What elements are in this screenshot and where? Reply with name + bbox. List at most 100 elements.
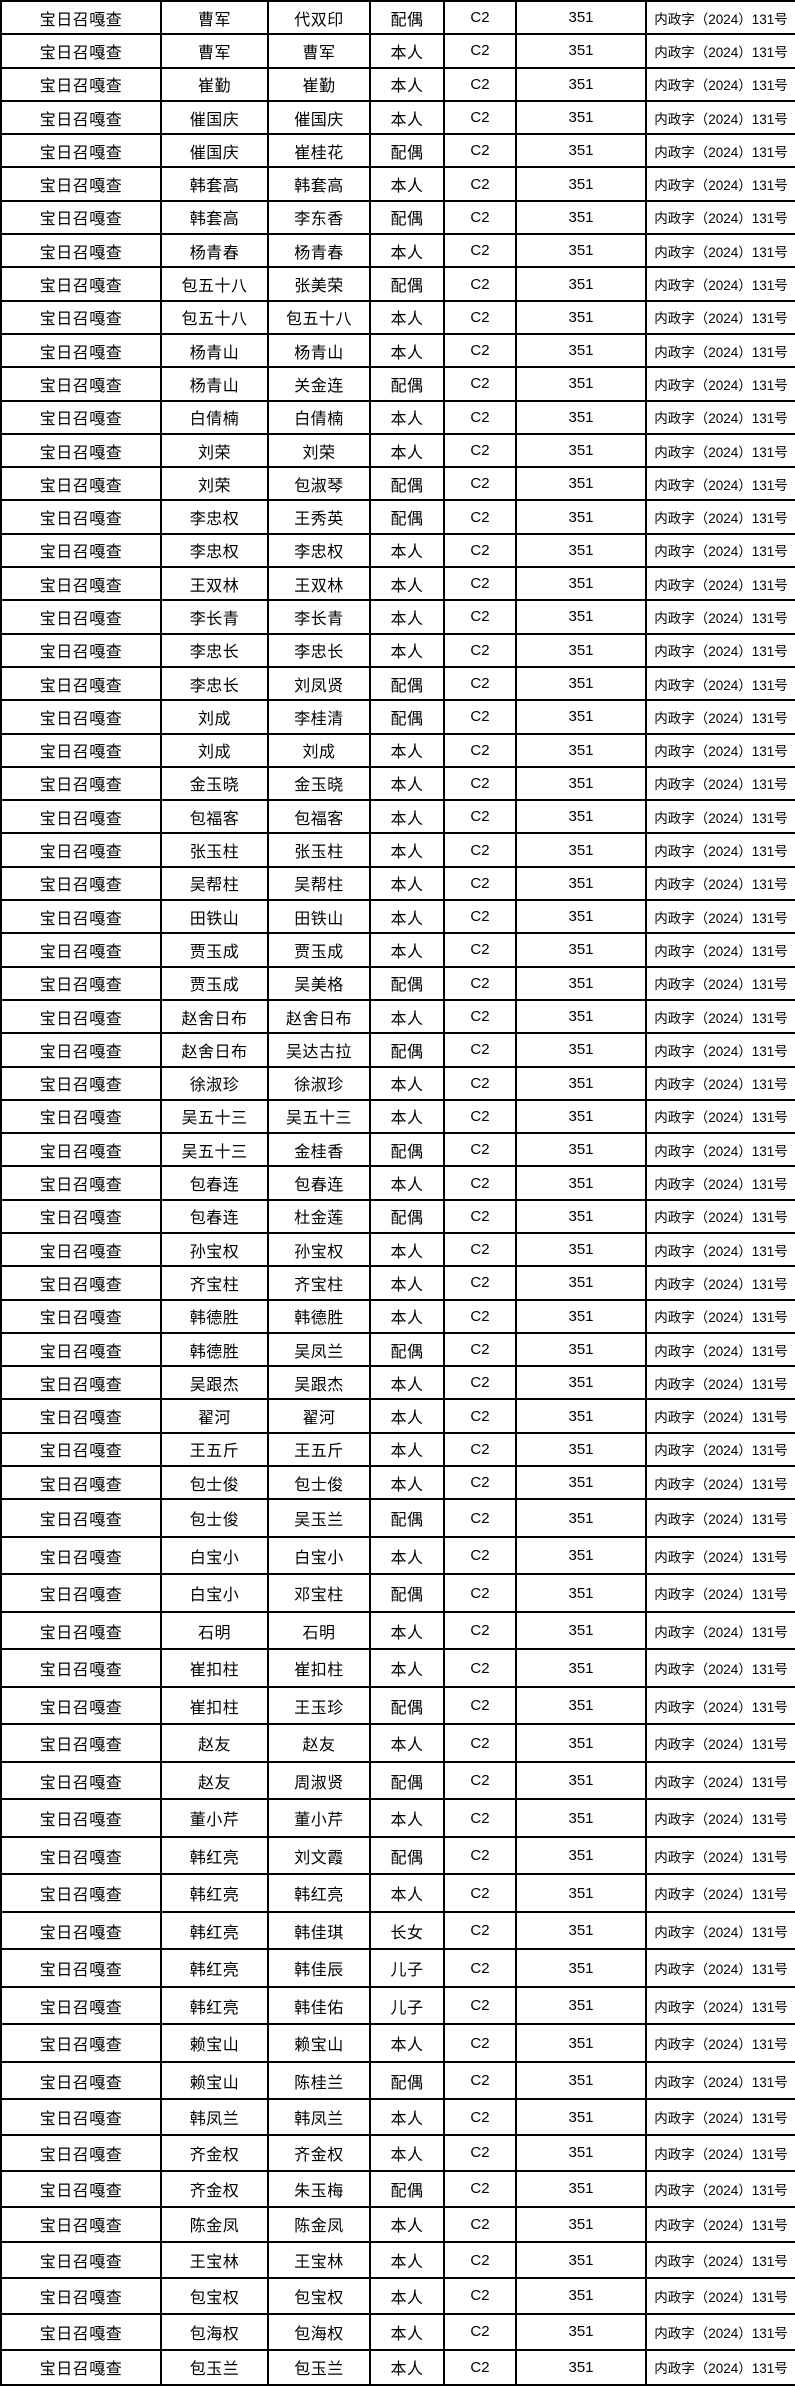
cell-village: 宝日召嘎查 xyxy=(0,1198,162,1234)
cell-standard: 351 xyxy=(515,1648,647,1688)
table-row: 宝日召嘎查 吴五十三 金桂香 配偶 C2 351 内政字（2024）131号 xyxy=(0,1132,795,1168)
cell-document: 内政字（2024）131号 xyxy=(645,2134,795,2172)
cell-holder: 韩红亮 xyxy=(160,1948,269,1988)
table-row: 宝日召嘎查 包玉兰 包玉兰 本人 C2 351 内政字（2024）131号 xyxy=(0,2348,795,2386)
cell-holder: 曹军 xyxy=(160,0,269,36)
cell-relation: 本人 xyxy=(369,1265,445,1301)
table-row: 宝日召嘎查 白宝小 邓宝柱 配偶 C2 351 内政字（2024）131号 xyxy=(0,1573,795,1613)
cell-village: 宝日召嘎查 xyxy=(0,1498,162,1538)
cell-village: 宝日召嘎查 xyxy=(0,2277,162,2315)
cell-relation: 配偶 xyxy=(369,466,445,502)
cell-holder: 张玉柱 xyxy=(160,832,269,868)
cell-document: 内政字（2024）131号 xyxy=(645,832,795,868)
cell-village: 宝日召嘎查 xyxy=(0,1398,162,1434)
table-row: 宝日召嘎查 杨青山 关金连 配偶 C2 351 内政字（2024）131号 xyxy=(0,366,795,402)
cell-holder: 包五十八 xyxy=(160,299,269,335)
cell-member: 白宝小 xyxy=(267,1535,371,1576)
cell-relation: 本人 xyxy=(369,832,445,868)
cell-relation: 配偶 xyxy=(369,2169,445,2208)
cell-category: C2 xyxy=(443,133,517,169)
cell-holder: 董小芹 xyxy=(160,1798,269,1838)
table-row: 宝日召嘎查 孙宝权 孙宝权 本人 C2 351 内政字（2024）131号 xyxy=(0,1231,795,1268)
table-row: 宝日召嘎查 王五斤 王五斤 本人 C2 351 内政字（2024）131号 xyxy=(0,1431,795,1468)
cell-standard: 351 xyxy=(515,1198,647,1234)
cell-category: C2 xyxy=(443,699,517,735)
cell-relation: 本人 xyxy=(369,166,445,202)
cell-village: 宝日召嘎查 xyxy=(0,1948,162,1988)
cell-category: C2 xyxy=(443,1298,517,1334)
cell-document: 内政字（2024）131号 xyxy=(645,1331,795,1368)
cell-document: 内政字（2024）131号 xyxy=(645,799,795,835)
cell-category: C2 xyxy=(443,1331,517,1368)
table-row: 宝日召嘎查 贾玉成 贾玉成 本人 C2 351 内政字（2024）131号 xyxy=(0,932,795,968)
cell-relation: 本人 xyxy=(369,2241,445,2280)
cell-relation: 本人 xyxy=(369,599,445,635)
cell-holder: 崔扣柱 xyxy=(160,1648,269,1688)
cell-village: 宝日召嘎查 xyxy=(0,765,162,802)
cell-document: 内政字（2024）131号 xyxy=(645,732,795,768)
cell-relation: 配偶 xyxy=(369,1132,445,1168)
cell-document: 内政字（2024）131号 xyxy=(645,432,795,469)
cell-standard: 351 xyxy=(515,66,647,102)
cell-holder: 贾玉成 xyxy=(160,965,269,1001)
cell-holder: 杨青山 xyxy=(160,366,269,402)
cell-holder: 李忠权 xyxy=(160,499,269,535)
cell-member: 赵舍日布 xyxy=(267,998,371,1035)
cell-member: 韩佳辰 xyxy=(267,1948,371,1988)
cell-relation: 本人 xyxy=(369,532,445,569)
cell-category: C2 xyxy=(443,1723,517,1763)
table-row: 宝日召嘎查 赵友 赵友 本人 C2 351 内政字（2024）131号 xyxy=(0,1723,795,1763)
table-row: 宝日召嘎查 赵舍日布 赵舍日布 本人 C2 351 内政字（2024）131号 xyxy=(0,998,795,1035)
cell-relation: 本人 xyxy=(369,1298,445,1334)
cell-relation: 本人 xyxy=(369,1431,445,1468)
table-row: 宝日召嘎查 韩套高 李东香 配偶 C2 351 内政字（2024）131号 xyxy=(0,199,795,236)
cell-holder: 刘成 xyxy=(160,699,269,735)
cell-category: C2 xyxy=(443,832,517,868)
cell-village: 宝日召嘎查 xyxy=(0,932,162,968)
table-row: 宝日召嘎查 韩红亮 韩佳辰 儿子 C2 351 内政字（2024）131号 xyxy=(0,1948,795,1988)
cell-document: 内政字（2024）131号 xyxy=(645,665,795,702)
table-row: 宝日召嘎查 白宝小 白宝小 本人 C2 351 内政字（2024）131号 xyxy=(0,1535,795,1576)
cell-member: 王玉珍 xyxy=(267,1685,371,1726)
cell-category: C2 xyxy=(443,1065,517,1101)
cell-member: 包宝权 xyxy=(267,2277,371,2315)
table-row: 宝日召嘎查 韩套高 韩套高 本人 C2 351 内政字（2024）131号 xyxy=(0,166,795,202)
cell-village: 宝日召嘎查 xyxy=(0,566,162,602)
cell-document: 内政字（2024）131号 xyxy=(645,1098,795,1135)
cell-village: 宝日召嘎查 xyxy=(0,832,162,868)
cell-document: 内政字（2024）131号 xyxy=(645,2169,795,2208)
cell-document: 内政字（2024）131号 xyxy=(645,1431,795,1468)
cell-relation: 配偶 xyxy=(369,199,445,236)
cell-member: 徐淑珍 xyxy=(267,1065,371,1101)
cell-category: C2 xyxy=(443,2277,517,2315)
cell-holder: 齐金权 xyxy=(160,2134,269,2172)
cell-member: 翟河 xyxy=(267,1398,371,1434)
cell-holder: 赖宝山 xyxy=(160,2023,269,2063)
table-row: 宝日召嘎查 董小芹 董小芹 本人 C2 351 内政字（2024）131号 xyxy=(0,1798,795,1838)
cell-village: 宝日召嘎查 xyxy=(0,2205,162,2244)
table-row: 宝日召嘎查 赵友 周淑贤 配偶 C2 351 内政字（2024）131号 xyxy=(0,1760,795,1801)
cell-member: 韩佳佑 xyxy=(267,1985,371,2026)
cell-relation: 配偶 xyxy=(369,133,445,169)
cell-category: C2 xyxy=(443,1573,517,1613)
cell-standard: 351 xyxy=(515,1873,647,1913)
table-row: 宝日召嘎查 杨青春 杨青春 本人 C2 351 内政字（2024）131号 xyxy=(0,233,795,269)
table-row: 宝日召嘎查 王双林 王双林 本人 C2 351 内政字（2024）131号 xyxy=(0,566,795,602)
cell-category: C2 xyxy=(443,1231,517,1268)
cell-village: 宝日召嘎查 xyxy=(0,965,162,1001)
cell-category: C2 xyxy=(443,2169,517,2208)
cell-holder: 韩套高 xyxy=(160,199,269,236)
cell-standard: 351 xyxy=(515,1760,647,1801)
table-row: 宝日召嘎查 吴跟杰 吴跟杰 本人 C2 351 内政字（2024）131号 xyxy=(0,1365,795,1401)
cell-standard: 351 xyxy=(515,1331,647,1368)
cell-holder: 杨青春 xyxy=(160,233,269,269)
cell-category: C2 xyxy=(443,1032,517,1068)
cell-village: 宝日召嘎查 xyxy=(0,2348,162,2386)
cell-village: 宝日召嘎查 xyxy=(0,1760,162,1801)
cell-category: C2 xyxy=(443,33,517,69)
cell-village: 宝日召嘎查 xyxy=(0,1165,162,1201)
table-row: 宝日召嘎查 金玉晓 金玉晓 本人 C2 351 内政字（2024）131号 xyxy=(0,765,795,802)
cell-standard: 351 xyxy=(515,133,647,169)
cell-document: 内政字（2024）131号 xyxy=(645,1198,795,1234)
cell-document: 内政字（2024）131号 xyxy=(645,2241,795,2280)
